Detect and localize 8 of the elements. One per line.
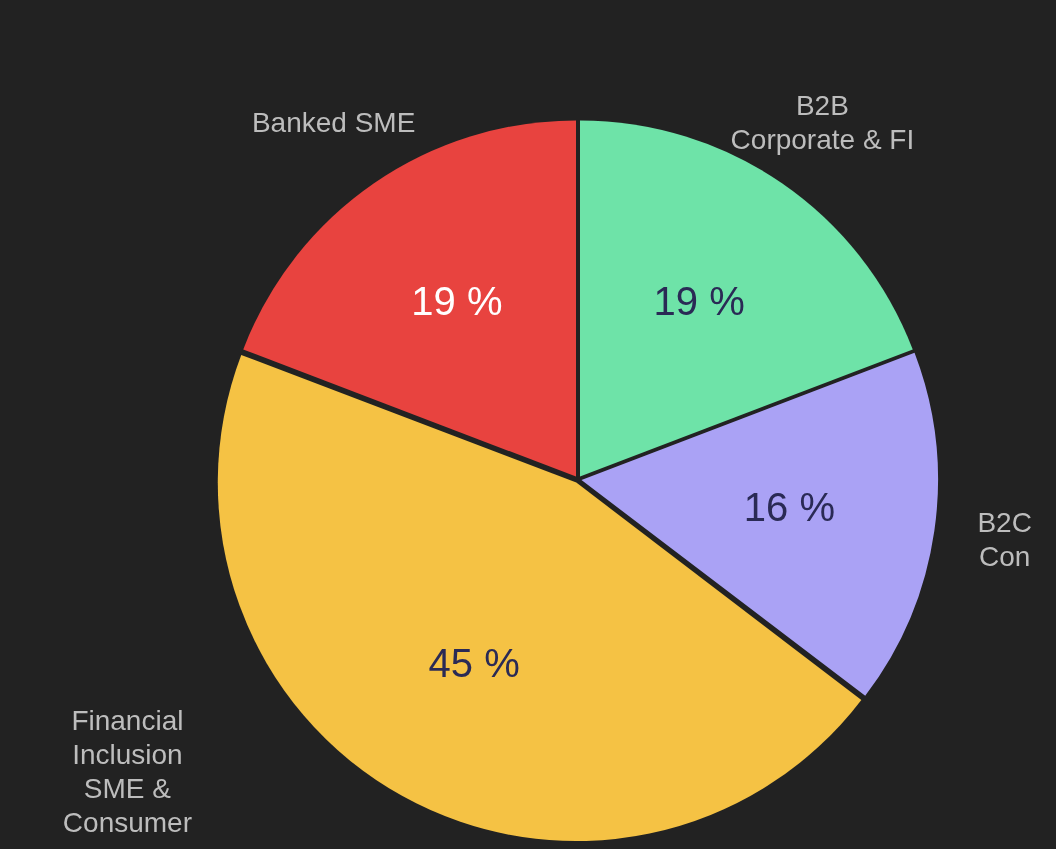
data-label: 16 % bbox=[743, 484, 836, 529]
data-label: 19 % bbox=[653, 278, 745, 323]
data-label: 19 % bbox=[411, 278, 503, 323]
slice-label: Financial Inclusion SME & Consumer bbox=[62, 704, 193, 838]
slice-label: B2B Corporate & FI bbox=[730, 90, 915, 156]
data-label: 45 % bbox=[428, 641, 520, 686]
slice-label: Banked SME bbox=[251, 107, 416, 139]
slice-label: B2C Con bbox=[977, 506, 1032, 572]
